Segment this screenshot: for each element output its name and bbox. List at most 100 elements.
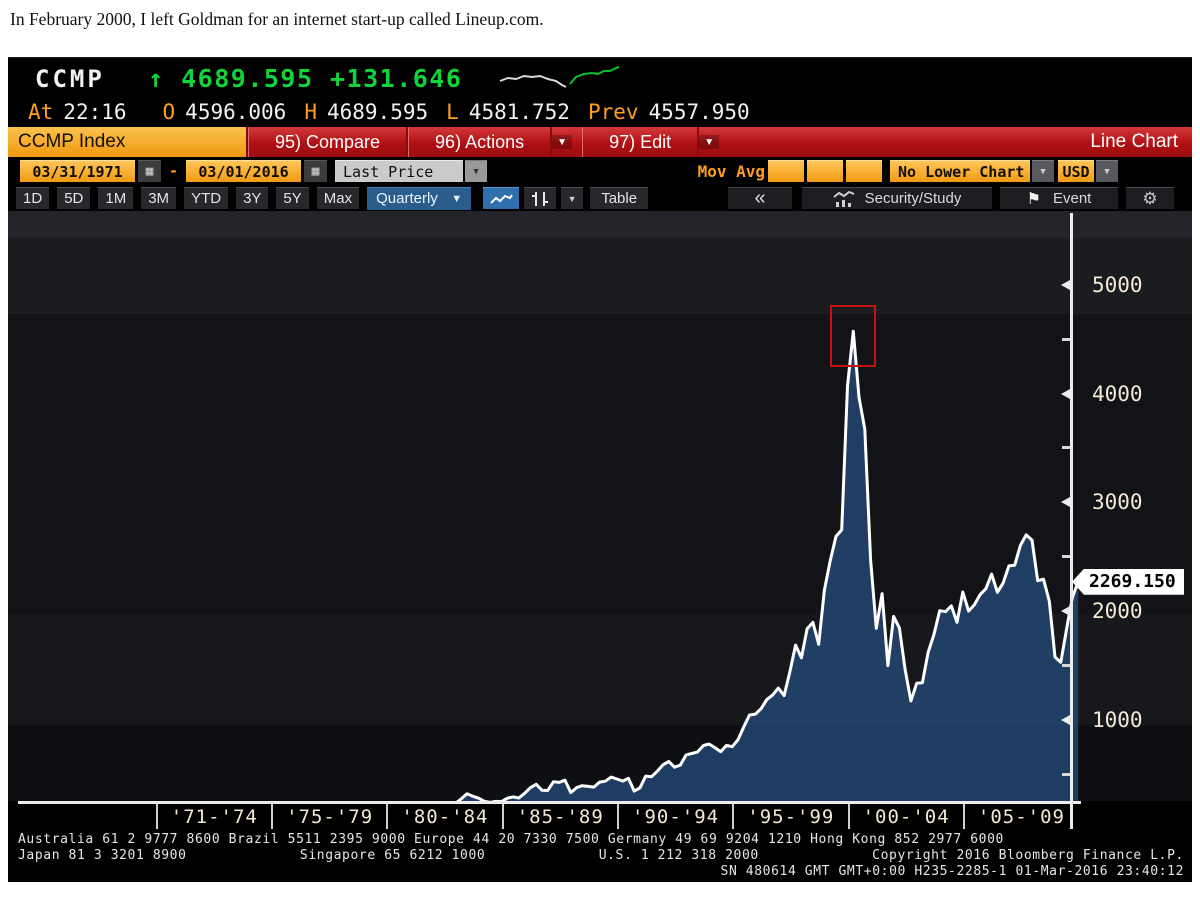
price-type-caret-icon[interactable]: ▼: [465, 160, 488, 182]
menu-bar: CCMP Index 95) Compare 96) Actions ▼ 97)…: [8, 127, 1192, 157]
stats-row: At 22:16 O 4596.006 H 4689.595 L 4581.75…: [8, 96, 1192, 127]
line-chart-mode-button[interactable]: [483, 187, 520, 209]
lower-chart-dropdown[interactable]: No Lower Chart: [890, 160, 1030, 182]
date-to-field[interactable]: 03/01/2016: [186, 160, 302, 182]
compare-menu-button[interactable]: 95) Compare: [248, 127, 409, 157]
currency-caret-icon[interactable]: ▼: [1096, 160, 1118, 182]
range-tab-3m[interactable]: 3M: [141, 187, 177, 209]
price-series-plot: [184, 329, 1080, 801]
study-icon: [833, 190, 855, 207]
range-tab-1d[interactable]: 1D: [16, 187, 50, 209]
up-arrow-icon: ↑: [148, 64, 165, 93]
chart-mode-caret-button[interactable]: ▼: [561, 187, 584, 209]
x-axis-bin-label: '05-'09: [962, 804, 1078, 829]
price-change: +131.646: [330, 64, 463, 93]
y-tick-major: [1061, 497, 1070, 508]
range-tab-3y[interactable]: 3Y: [236, 187, 269, 209]
y-tick-label: 3000: [1092, 490, 1143, 515]
y-tick-label: 4000: [1092, 381, 1143, 406]
footer-session-line: SN 480614 GMT GMT+0:00 H235-2285-1 01-Ma…: [720, 864, 1184, 879]
toolbar-row: 1D 5D 1M 3M YTD 3Y 5Y Max Quarterly ▼ ▼ …: [8, 185, 1192, 211]
line-chart-icon: [490, 193, 513, 204]
y-tick-minor: [1062, 663, 1070, 667]
last-price: ↑ 4689.595: [148, 64, 314, 93]
range-tab-1m[interactable]: 1M: [98, 187, 134, 209]
intraday-sparkline: [499, 66, 620, 88]
currency-dropdown[interactable]: USD: [1058, 160, 1094, 182]
y-tick-major: [1061, 279, 1070, 290]
actions-caret-icon[interactable]: ▼: [552, 135, 573, 149]
date-range-dash: -: [169, 162, 179, 180]
collapse-panel-button[interactable]: «: [728, 187, 792, 209]
footer-japan: Japan 81 3 3201 8900: [18, 848, 187, 863]
terminal-footer: Australia 61 2 9777 8600 Brazil 5511 239…: [18, 832, 1184, 880]
range-tab-ytd[interactable]: YTD: [184, 187, 229, 209]
gear-icon[interactable]: ⚙: [1126, 187, 1174, 209]
security-name-box[interactable]: CCMP Index: [8, 127, 248, 157]
at-label: At: [28, 99, 54, 124]
footer-contacts-line2: Japan 81 3 3201 8900 Singapore 65 6212 1…: [18, 848, 1184, 864]
y-axis-line: [1070, 213, 1073, 829]
mov-avg-input-1[interactable]: [768, 160, 804, 182]
last-price-axis-badge: 2269.150: [1072, 568, 1184, 595]
prev-label: Prev: [587, 99, 639, 124]
actions-menu-button[interactable]: 96) Actions: [408, 127, 553, 157]
y-tick-major: [1061, 606, 1070, 616]
quote-row: CCMP ↑ 4689.595 +131.646: [8, 58, 1192, 96]
y-tick-minor: [1062, 772, 1070, 776]
range-tab-max[interactable]: Max: [316, 187, 360, 209]
x-axis-bin-label: '00-'04: [847, 804, 963, 829]
x-axis-label-row: '71-'74'75-'79'80-'84'85-'89'90-'94'95-'…: [18, 801, 1081, 829]
open-label: O: [162, 99, 176, 124]
security-study-button[interactable]: Security/Study: [802, 187, 992, 209]
y-tick-major: [1061, 388, 1070, 399]
low-label: L: [446, 99, 459, 124]
date-from-field[interactable]: 03/31/1971: [20, 160, 135, 182]
range-tab-5y[interactable]: 5Y: [276, 187, 309, 209]
edit-menu-button[interactable]: 97) Edit: [582, 127, 700, 157]
low-value: 4581.752: [468, 99, 570, 124]
period-value: Quarterly: [376, 190, 438, 207]
high-value: 4689.595: [326, 99, 429, 124]
dotcom-peak-annotation-box: [830, 305, 877, 368]
footer-singapore: Singapore 65 6212 1000: [299, 848, 486, 863]
page-caption: In February 2000, I left Goldman for an …: [10, 9, 544, 29]
security-study-label: Security/Study: [864, 190, 962, 207]
high-label: H: [304, 99, 317, 124]
quote-time: 22:16: [63, 99, 127, 124]
price-type-dropdown[interactable]: Last Price: [335, 160, 464, 182]
footer-contacts-line1: Australia 61 2 9777 8600 Brazil 5511 239…: [18, 832, 1004, 847]
table-button[interactable]: Table: [590, 187, 649, 209]
open-value: 4596.006: [185, 99, 287, 124]
prev-value: 4557.950: [648, 99, 750, 124]
footer-us: U.S. 1 212 318 2000: [598, 848, 759, 863]
edit-caret-icon[interactable]: ▼: [699, 135, 720, 149]
x-axis-bin-label: '75-'79: [271, 804, 386, 829]
bloomberg-terminal-window: CCMP ↑ 4689.595 +131.646 At 22:16 O 4596…: [8, 57, 1192, 882]
y-tick-label: 2000: [1092, 599, 1143, 623]
x-axis-bin-label: '85-'89: [501, 804, 617, 829]
mov-avg-input-2[interactable]: [807, 160, 843, 182]
y-tick-minor: [1062, 446, 1070, 450]
ticker-symbol: CCMP: [35, 65, 105, 93]
calendar-icon[interactable]: ▦: [304, 160, 328, 182]
calendar-icon[interactable]: ▦: [138, 160, 161, 182]
event-label: Event: [1052, 190, 1092, 207]
candle-chart-mode-button[interactable]: [524, 187, 557, 209]
candle-chart-icon: [532, 191, 549, 206]
price-chart[interactable]: 5000 4000 3000 2000 1000 2269.150: [8, 211, 1192, 801]
x-axis-bin-label: '71-'74: [155, 804, 271, 829]
flag-icon: ⚑: [1026, 190, 1041, 208]
period-dropdown[interactable]: Quarterly ▼: [367, 186, 472, 210]
mov-avg-input-3[interactable]: [846, 160, 882, 182]
footer-copyright: Copyright 2016 Bloomberg Finance L.P.: [872, 848, 1184, 863]
lower-chart-caret-icon[interactable]: ▼: [1032, 160, 1054, 182]
range-tab-5d[interactable]: 5D: [57, 187, 91, 209]
event-button[interactable]: ⚑ Event: [1000, 187, 1118, 209]
y-tick-minor: [1062, 555, 1070, 559]
x-axis-bin-label: '95-'99: [732, 804, 847, 829]
y-tick-minor: [1062, 337, 1070, 341]
settings-row: 03/31/1971 ▦ - 03/01/2016 ▦ Last Price ▼…: [8, 157, 1192, 185]
period-caret-icon: ▼: [451, 192, 463, 205]
y-tick-label: 5000: [1092, 272, 1143, 297]
